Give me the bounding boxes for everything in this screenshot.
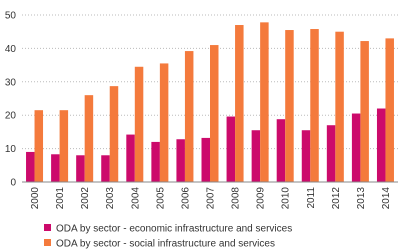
x-tick-label: 2005 <box>155 187 166 210</box>
bar <box>251 130 261 182</box>
bar <box>235 25 244 182</box>
bar <box>260 22 269 183</box>
bar <box>159 63 169 182</box>
bar <box>176 139 185 182</box>
bar <box>210 45 219 183</box>
bar <box>109 86 119 182</box>
bar <box>184 51 194 183</box>
bar <box>151 141 160 182</box>
bar <box>59 110 69 182</box>
bar <box>126 134 135 182</box>
x-tick-label: 2008 <box>231 187 242 210</box>
bar <box>101 155 110 182</box>
y-tick-label: 50 <box>5 11 17 22</box>
x-tick-label: 2007 <box>206 187 217 210</box>
bar <box>285 30 294 183</box>
x-tick-label: 2009 <box>256 187 267 210</box>
bar <box>51 154 60 182</box>
x-tick-label: 2000 <box>30 187 41 210</box>
y-tick-label: 10 <box>5 144 17 155</box>
y-tick-label: 20 <box>5 111 17 122</box>
bar <box>134 66 144 182</box>
x-tick-label: 2010 <box>281 187 292 210</box>
x-tick-label: 2003 <box>105 187 116 210</box>
x-tick-label: 2001 <box>55 187 66 210</box>
y-tick-label: 30 <box>5 77 17 88</box>
legend-label: ODA by sector - social infrastructure an… <box>56 239 275 250</box>
bar <box>360 41 369 182</box>
y-tick-label: 0 <box>10 178 16 189</box>
x-tick-label: 2012 <box>331 187 342 210</box>
bar <box>76 155 85 182</box>
x-tick-label: 2002 <box>80 187 91 210</box>
legend-swatch <box>44 239 51 246</box>
bar <box>385 38 394 182</box>
bar <box>226 116 236 182</box>
bar <box>326 125 336 182</box>
x-tick-label: 2006 <box>180 187 191 210</box>
legend-label: ODA by sector - economic infrastructure … <box>56 224 292 235</box>
x-tick-label: 2013 <box>356 187 367 210</box>
y-tick-label: 40 <box>5 44 17 55</box>
bar <box>34 110 44 182</box>
bar <box>301 130 311 182</box>
bar <box>310 29 319 182</box>
bar <box>335 31 344 183</box>
x-tick-label: 2011 <box>306 187 317 209</box>
bar <box>84 95 94 182</box>
x-tick-label: 2014 <box>381 187 392 210</box>
legend-swatch <box>44 224 51 231</box>
bar <box>376 108 386 182</box>
bar <box>26 151 35 182</box>
bar <box>201 137 210 182</box>
x-tick-label: 2004 <box>130 187 141 210</box>
bar <box>351 113 361 182</box>
bar <box>276 119 286 182</box>
